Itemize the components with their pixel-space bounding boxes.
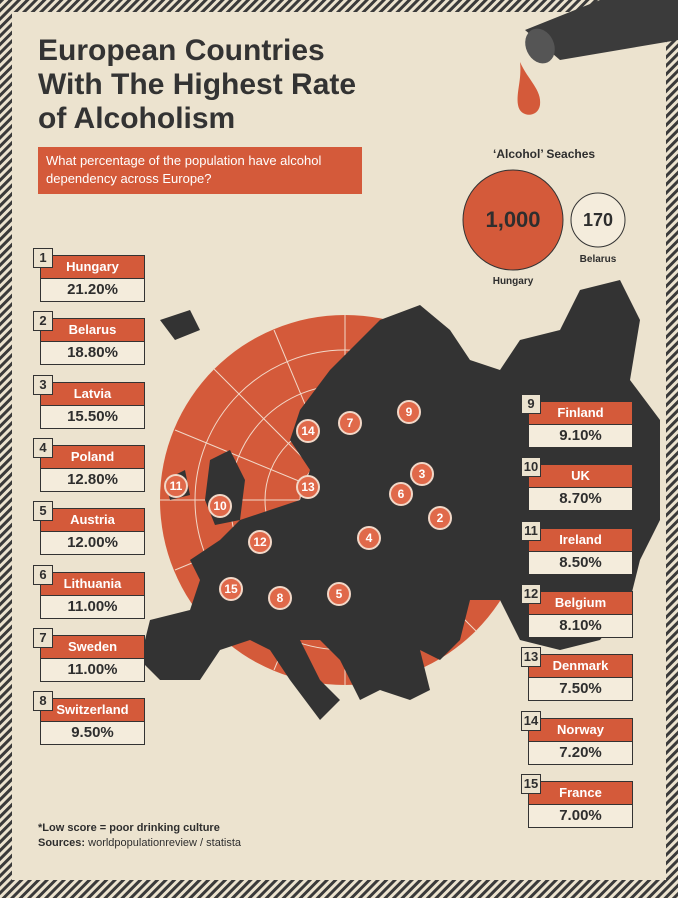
country: Lithuania: [40, 571, 145, 596]
rank: 7: [33, 627, 53, 648]
percentage: 21.20%: [40, 279, 145, 302]
map-marker: 4: [357, 526, 381, 550]
percentage: 9.50%: [40, 722, 145, 746]
percentage: 11.00%: [40, 595, 145, 619]
rank: 12: [521, 583, 541, 604]
country: Belgium: [528, 590, 633, 615]
country: France: [528, 780, 633, 805]
country: Latvia: [40, 381, 145, 406]
map-marker: 7: [338, 411, 362, 435]
searches-title: ‘Alcohol’ Seaches: [493, 147, 596, 161]
map-marker: 10: [208, 494, 232, 518]
footer-note: *Low score = poor drinking culture: [38, 822, 220, 834]
rank: 2: [33, 311, 53, 332]
ranking-row: Lithuania 11.00% 6: [33, 564, 145, 619]
map-marker: 6: [389, 482, 413, 506]
ranking-row: Norway 7.20% 14: [521, 710, 633, 765]
footer: *Low score = poor drinking culture Sourc…: [38, 821, 241, 851]
map-marker: 8: [268, 586, 292, 610]
map-marker: 3: [410, 462, 434, 486]
rank: 9: [521, 394, 541, 414]
country: Belarus: [40, 318, 145, 343]
country: Finland: [528, 401, 633, 425]
ranking-row: Denmark 7.50% 13: [521, 647, 633, 702]
percentage: 18.80%: [40, 342, 145, 366]
ranking-row: Switzerland 9.50% 8: [33, 691, 145, 746]
percentage: 7.20%: [528, 741, 633, 765]
ranking-row: Hungary 21.20% 1: [33, 248, 145, 302]
ranking-row: Latvia 15.50% 3: [33, 374, 145, 429]
country: Switzerland: [40, 698, 145, 723]
map-marker: 5: [327, 582, 351, 606]
sources-label: Sources:: [38, 837, 86, 849]
title: European Countries With The Highest Rate…: [38, 34, 357, 135]
percentage: 7.50%: [528, 678, 633, 702]
rank: 10: [521, 457, 541, 478]
rank: 15: [521, 773, 541, 794]
percentage: 7.00%: [528, 804, 633, 828]
percentage: 11.00%: [40, 658, 145, 682]
percentage: 9.10%: [528, 425, 633, 448]
rank: 4: [33, 437, 53, 458]
rank: 3: [33, 374, 53, 395]
ranking-row: Ireland 8.50% 11: [521, 520, 633, 575]
country: Denmark: [528, 654, 633, 679]
country: UK: [528, 464, 633, 489]
country: Austria: [40, 508, 145, 533]
map-marker: 9: [397, 400, 421, 424]
country: Ireland: [528, 527, 633, 552]
ranking-row: France 7.00% 15: [521, 773, 633, 828]
percentage: 12.80%: [40, 468, 145, 492]
bubble-value: 1,000: [485, 207, 541, 232]
map-marker: 13: [296, 475, 320, 499]
map-marker: 14: [296, 419, 320, 443]
rank: 5: [33, 501, 53, 522]
rank: 1: [33, 248, 53, 268]
ranking-row: Finland 9.10% 9: [521, 394, 633, 448]
country: Sweden: [40, 634, 145, 659]
country: Norway: [528, 717, 633, 742]
rank: 11: [521, 520, 541, 541]
ranking-row: Sweden 11.00% 7: [33, 627, 145, 682]
map-marker: 11: [164, 474, 188, 498]
ranking-row: Belarus 18.80% 2: [33, 311, 145, 366]
percentage: 12.00%: [40, 532, 145, 556]
map-marker: 2: [428, 506, 452, 530]
map-marker: 15: [219, 577, 243, 601]
percentage: 8.10%: [528, 614, 633, 638]
percentage: 15.50%: [40, 405, 145, 429]
percentage: 8.50%: [528, 551, 633, 575]
ranking-row: Austria 12.00% 5: [33, 501, 145, 556]
ranking-row: Poland 12.80% 4: [33, 437, 145, 492]
bubble-value: 170: [582, 210, 614, 230]
rank: 13: [521, 647, 541, 668]
rank: 6: [33, 564, 53, 585]
country: Poland: [40, 444, 145, 469]
ranking-row: Belgium 8.10% 12: [521, 583, 633, 638]
bubble-label: Belarus: [579, 254, 617, 265]
ranking-row: UK 8.70% 10: [521, 457, 633, 512]
country: Hungary: [40, 255, 145, 279]
rank: 8: [33, 691, 53, 712]
sources: worldpopulationreview / statista: [88, 837, 241, 849]
map-marker: 12: [248, 530, 272, 554]
bubble-label: Hungary: [492, 276, 534, 287]
percentage: 8.70%: [528, 488, 633, 512]
subtitle: What percentage of the population have a…: [38, 147, 362, 194]
rank: 14: [521, 710, 541, 731]
